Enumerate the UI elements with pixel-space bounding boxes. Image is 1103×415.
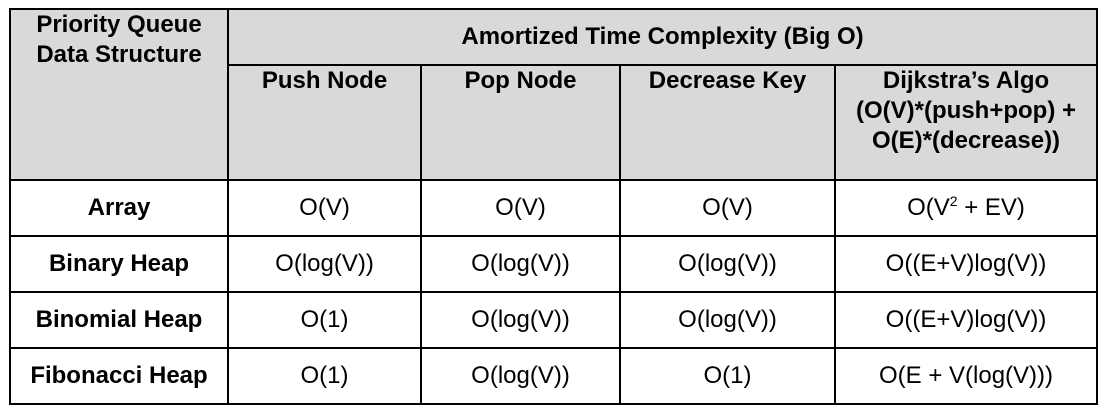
column-header-pop: Pop Node	[420, 64, 621, 181]
column-header-decrease-label: Decrease Key	[648, 67, 807, 94]
corner-header-line-2: Data Structure	[36, 41, 202, 68]
corner-header: Priority Queue Data Structure	[9, 8, 229, 181]
column-header-decrease: Decrease Key	[619, 64, 836, 181]
row-header-fibonacci-heap: Fibonacci Heap	[9, 347, 229, 405]
row-header-array: Array	[9, 179, 229, 237]
cell-pop: O(log(V))	[420, 235, 621, 293]
cell-push: O(V)	[227, 179, 422, 237]
table-row: Binary Heap O(log(V)) O(log(V)) O(log(V)…	[9, 235, 1099, 293]
corner-header-line-1: Priority Queue	[36, 11, 202, 38]
table-row: Array O(V) O(V) O(V) O(V2 + EV)	[9, 179, 1099, 237]
cell-push: O(log(V))	[227, 235, 422, 293]
group-header: Amortized Time Complexity (Big O)	[226, 8, 1099, 66]
cell-dijkstra: O((E+V)log(V))	[833, 235, 1099, 293]
cell-decrease: O(V)	[619, 179, 836, 237]
column-header-push: Push Node	[227, 64, 422, 181]
cell-decrease: O(log(V))	[619, 291, 836, 349]
table-row: Binomial Heap O(1) O(log(V)) O(log(V)) O…	[9, 291, 1099, 349]
cell-dijkstra: O(V2 + EV)	[833, 179, 1099, 237]
cell-dijkstra-exponent: 2	[949, 193, 958, 209]
column-header-pop-label: Pop Node	[464, 67, 577, 94]
cell-pop: O(V)	[420, 179, 621, 237]
row-header-binary-heap: Binary Heap	[9, 235, 229, 293]
column-header-dijkstra-line-3: O(E)*(decrease))	[871, 127, 1061, 154]
cell-dijkstra-rest: + EV)	[957, 194, 1025, 221]
column-header-dijkstra-line-2: (O(V)*(push+pop) +	[856, 97, 1076, 124]
header-row-columns: Push Node Pop Node Decrease Key Dijkstra…	[10, 64, 1099, 181]
cell-pop: O(log(V))	[420, 347, 621, 405]
complexity-table: Priority Queue Data Structure Amortized …	[9, 8, 1099, 405]
header-row-group: Priority Queue Data Structure Amortized …	[9, 8, 1099, 181]
cell-push: O(1)	[227, 347, 422, 405]
cell-decrease: O(log(V))	[619, 235, 836, 293]
cell-decrease: O(1)	[619, 347, 836, 405]
cell-dijkstra: O((E+V)log(V))	[833, 291, 1099, 349]
column-header-push-label: Push Node	[261, 67, 388, 94]
row-header-binomial-heap: Binomial Heap	[9, 291, 229, 349]
cell-dijkstra: O(E + V(log(V)))	[833, 347, 1099, 405]
cell-pop: O(log(V))	[420, 291, 621, 349]
column-header-dijkstra-line-1: Dijkstra’s Algo	[882, 67, 1050, 94]
column-header-dijkstra: Dijkstra’s Algo (O(V)*(push+pop) + O(E)*…	[833, 64, 1099, 181]
table-row: Fibonacci Heap O(1) O(log(V)) O(1) O(E +…	[9, 347, 1099, 405]
cell-push: O(1)	[227, 291, 422, 349]
cell-dijkstra-base: O(V	[907, 194, 950, 221]
